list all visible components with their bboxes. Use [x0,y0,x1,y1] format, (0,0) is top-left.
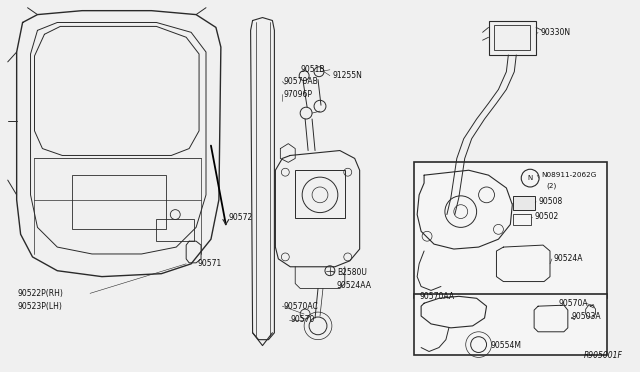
Text: 90523P(LH): 90523P(LH) [18,302,63,311]
Text: 90570AB: 90570AB [284,77,318,86]
Text: 90571: 90571 [197,259,221,268]
Text: 90330N: 90330N [540,28,570,37]
Text: 90570A: 90570A [558,299,588,308]
Text: N08911-2062G: N08911-2062G [541,172,596,178]
Text: 90570AC: 90570AC [284,302,318,311]
Text: (2): (2) [546,183,556,189]
Text: R905001F: R905001F [584,351,622,360]
Bar [488,20,536,55]
Text: 90524A: 90524A [554,254,584,263]
Text: 90508: 90508 [538,197,563,206]
Bar [513,214,531,225]
Bar [414,162,607,298]
Text: 90570AA: 90570AA [419,292,454,301]
Text: B2580U: B2580U [337,268,367,277]
Text: 90554M: 90554M [490,341,522,350]
Bar [156,219,194,241]
Bar [295,170,345,218]
Bar [495,25,530,50]
Text: 91255N: 91255N [333,71,363,80]
Text: 90524AA: 90524AA [337,281,372,290]
Text: 90502: 90502 [534,212,558,221]
Text: 90572: 90572 [228,213,253,222]
Bar [513,196,535,210]
Text: 97096P: 97096P [284,90,312,99]
Bar [414,294,607,355]
Text: 90570: 90570 [291,315,315,324]
Text: 90503A: 90503A [572,311,602,321]
Text: N: N [527,175,532,181]
Bar [72,175,166,230]
Text: 9051B: 9051B [300,65,324,74]
Text: 90522P(RH): 90522P(RH) [18,289,63,298]
